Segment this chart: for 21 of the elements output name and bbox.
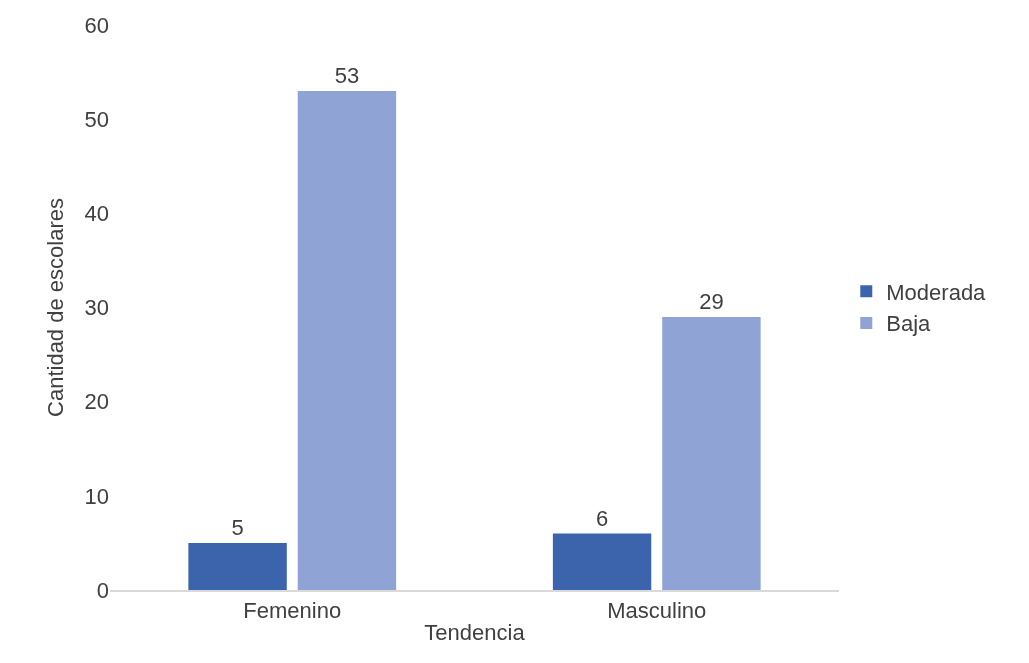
bar	[662, 316, 761, 590]
data-label: 6	[595, 505, 609, 531]
y-axis-title: Cantidad de escolares	[43, 198, 69, 417]
legend-label: Baja	[886, 311, 932, 337]
data-label: 5	[231, 514, 244, 540]
data-label: 29	[699, 288, 724, 314]
bar	[552, 533, 652, 590]
bar	[297, 90, 397, 590]
x-tick-label: Masculino	[607, 598, 707, 624]
bar	[188, 542, 287, 590]
x-tick-label: Femenino	[243, 598, 342, 624]
y-tick-label: 50	[84, 106, 109, 132]
y-tick-label: 60	[84, 12, 109, 38]
y-tick-label: 30	[84, 295, 109, 321]
legend-label: Moderada	[886, 279, 987, 305]
y-tick-label: 0	[96, 577, 109, 603]
y-tick-label: 40	[84, 201, 109, 227]
data-label: 53	[334, 62, 360, 88]
y-tick-label: 20	[84, 389, 109, 415]
y-tick-label: 10	[84, 483, 109, 509]
x-axis-title: Tendencia	[424, 619, 526, 645]
